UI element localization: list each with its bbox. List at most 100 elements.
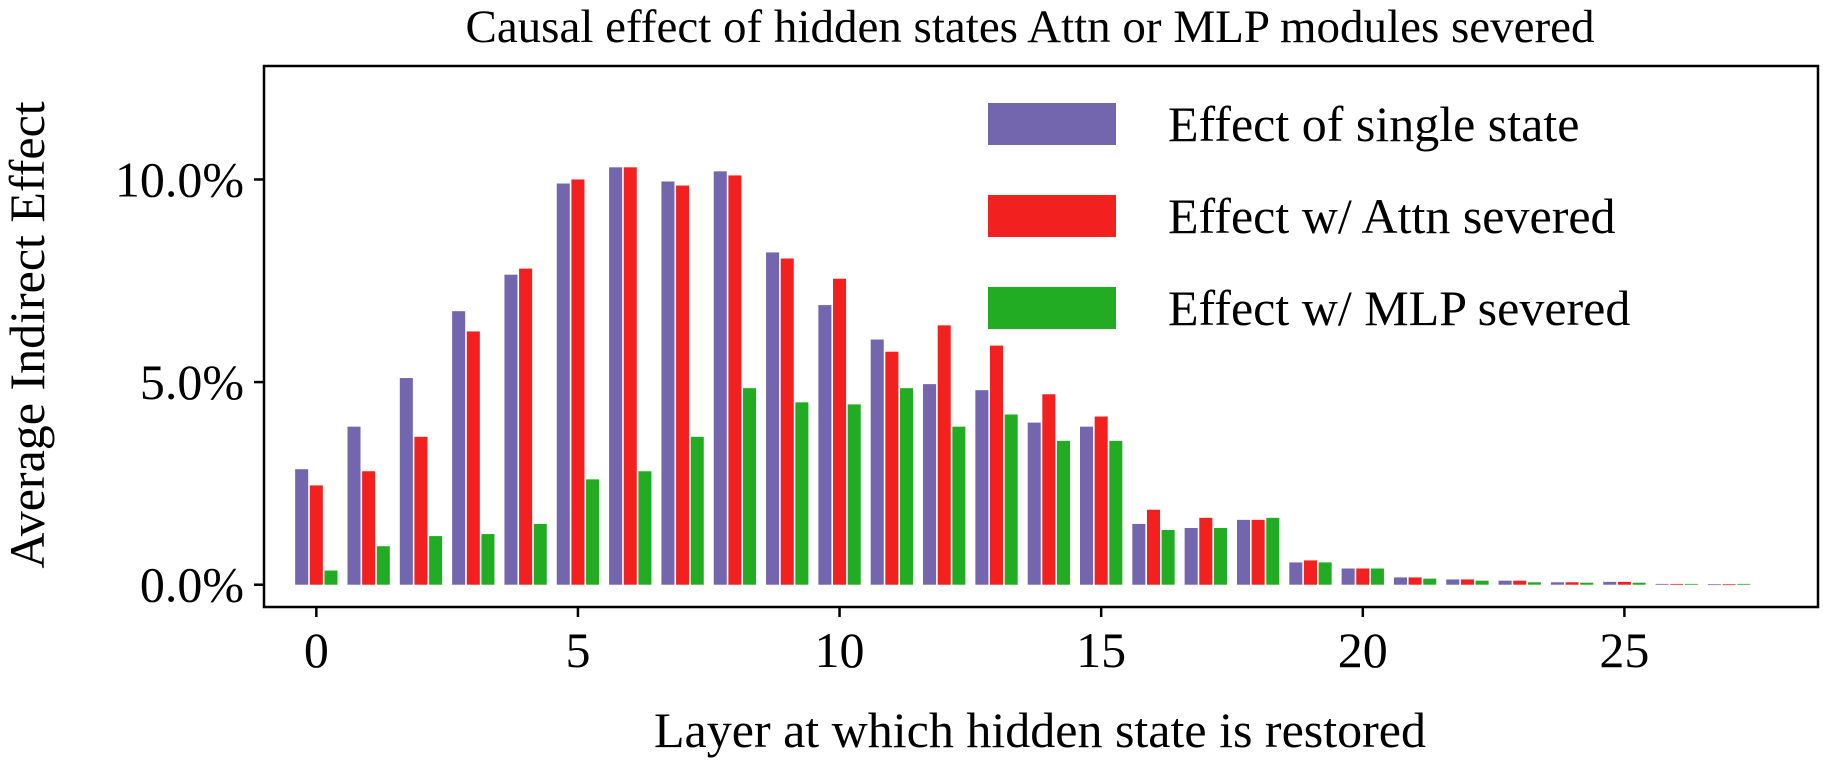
bar-series-3-layer-14 <box>1056 440 1071 585</box>
bar-series-2-layer-26 <box>1670 583 1684 585</box>
legend-swatch-1 <box>988 103 1116 145</box>
bar-series-3-layer-25 <box>1632 582 1646 585</box>
bar-series-1-layer-2 <box>399 378 413 585</box>
bar-series-1-layer-17 <box>1184 527 1198 585</box>
x-tick-label: 15 <box>1076 622 1126 678</box>
bar-series-1-layer-12 <box>923 384 937 585</box>
legend-swatch-2 <box>988 195 1116 237</box>
x-axis-label: Layer at which hidden state is restored <box>654 702 1426 758</box>
bar-series-2-layer-27 <box>1722 584 1736 586</box>
bar-series-2-layer-7 <box>676 185 690 585</box>
bar-series-1-layer-24 <box>1550 582 1564 585</box>
plot-frame <box>262 64 1820 609</box>
bar-series-3-layer-6 <box>638 471 652 585</box>
bar-series-1-layer-11 <box>870 339 884 585</box>
bar-series-1-layer-10 <box>818 305 832 585</box>
bar-series-3-layer-2 <box>429 536 443 585</box>
bar-series-2-layer-8 <box>728 175 742 585</box>
bar-series-2-layer-24 <box>1565 582 1579 585</box>
bar-series-1-layer-4 <box>504 274 518 585</box>
bar-series-1-layer-19 <box>1289 562 1303 585</box>
bar-series-1-layer-15 <box>1080 426 1094 585</box>
bar-series-3-layer-15 <box>1109 440 1123 585</box>
bar-series-3-layer-5 <box>586 479 600 585</box>
bar-series-1-layer-8 <box>713 171 727 585</box>
bar-series-1-layer-27 <box>1707 584 1721 586</box>
bar-series-3-layer-19 <box>1318 562 1332 585</box>
bar-series-3-layer-1 <box>376 546 390 585</box>
bar-series-2-layer-14 <box>1042 394 1056 585</box>
bar-series-2-layer-5 <box>571 179 585 585</box>
bar-series-3-layer-27 <box>1737 583 1751 585</box>
bar-series-2-layer-4 <box>519 268 533 585</box>
y-axis-label: Average Indirect Effect <box>0 101 55 568</box>
x-tick-label: 10 <box>815 622 865 678</box>
bar-series-2-layer-2 <box>414 436 428 585</box>
bar-series-1-layer-7 <box>661 181 675 585</box>
bar-series-1-layer-23 <box>1498 580 1512 585</box>
bar-series-2-layer-10 <box>833 278 847 585</box>
legend-label-3: Effect w/ MLP severed <box>1168 280 1630 336</box>
bar-series-2-layer-1 <box>362 471 376 585</box>
x-tick-label: 5 <box>565 622 590 678</box>
bar-series-1-layer-0 <box>295 469 309 585</box>
bar-series-1-layer-21 <box>1393 577 1407 585</box>
bar-series-2-layer-9 <box>780 258 794 585</box>
bar-series-3-layer-3 <box>481 534 495 585</box>
legend-label-2: Effect w/ Attn severed <box>1168 188 1616 244</box>
bar-series-2-layer-19 <box>1303 560 1317 585</box>
x-tick-label: 0 <box>304 622 329 678</box>
bar-series-1-layer-26 <box>1655 583 1669 585</box>
bar-series-3-layer-17 <box>1213 527 1227 585</box>
bar-series-2-layer-6 <box>623 167 637 585</box>
legend-swatch-3 <box>988 287 1116 329</box>
bar-series-2-layer-3 <box>466 331 480 585</box>
legend: Effect of single state Effect w/ Attn sev… <box>988 96 1630 336</box>
bar-series-1-layer-22 <box>1446 579 1460 585</box>
x-tick-label: 25 <box>1599 622 1649 678</box>
bar-series-3-layer-13 <box>1004 414 1018 585</box>
y-tick-label: 10.0% <box>115 151 244 207</box>
bar-series-3-layer-4 <box>533 523 547 585</box>
bar-series-3-layer-18 <box>1266 517 1280 585</box>
bar-series-2-layer-12 <box>937 325 951 585</box>
bar-series-3-layer-26 <box>1684 583 1698 585</box>
bar-series-3-layer-21 <box>1423 578 1437 585</box>
bar-series-3-layer-24 <box>1580 582 1594 585</box>
bar-series-2-layer-0 <box>309 485 323 585</box>
bar-series-1-layer-9 <box>766 252 780 585</box>
bar-series-3-layer-20 <box>1370 568 1384 585</box>
bar-series-1-layer-6 <box>609 167 623 585</box>
bar-series-1-layer-5 <box>556 183 570 585</box>
bar-series-2-layer-18 <box>1251 519 1265 585</box>
bar-series-2-layer-22 <box>1460 579 1474 585</box>
bar-series-1-layer-20 <box>1341 568 1355 585</box>
bar-series-2-layer-20 <box>1356 568 1370 585</box>
bar-series-1-layer-13 <box>975 390 989 585</box>
bar-series-2-layer-21 <box>1408 577 1422 585</box>
bar-series-3-layer-23 <box>1527 582 1541 585</box>
bar-series-3-layer-22 <box>1475 580 1489 585</box>
bar-series-3-layer-7 <box>690 436 704 585</box>
x-axis-ticks: 0 5 10 15 20 25 <box>304 607 1649 678</box>
bar-series-3-layer-9 <box>795 402 809 585</box>
bar-series-2-layer-23 <box>1513 580 1527 585</box>
bars-layer <box>295 167 1751 586</box>
bar-series-2-layer-11 <box>885 351 899 585</box>
bar-series-1-layer-18 <box>1236 519 1251 585</box>
bar-series-3-layer-10 <box>847 404 861 585</box>
bar-series-1-layer-14 <box>1027 422 1041 585</box>
bar-series-1-layer-1 <box>347 426 361 585</box>
legend-label-1: Effect of single state <box>1168 96 1579 152</box>
bar-series-3-layer-11 <box>900 388 914 585</box>
bar-series-2-layer-17 <box>1199 517 1213 585</box>
bar-series-3-layer-8 <box>743 388 757 585</box>
bar-series-2-layer-25 <box>1617 581 1631 585</box>
bar-series-3-layer-0 <box>324 570 338 585</box>
chart-title: Causal effect of hidden states Attn or M… <box>465 1 1594 53</box>
y-tick-label: 0.0% <box>140 557 244 613</box>
y-axis-ticks: 0.0% 5.0% 10.0% <box>115 151 264 613</box>
bar-series-1-layer-25 <box>1603 581 1617 585</box>
bar-series-1-layer-16 <box>1132 523 1146 585</box>
x-tick-label: 20 <box>1338 622 1388 678</box>
